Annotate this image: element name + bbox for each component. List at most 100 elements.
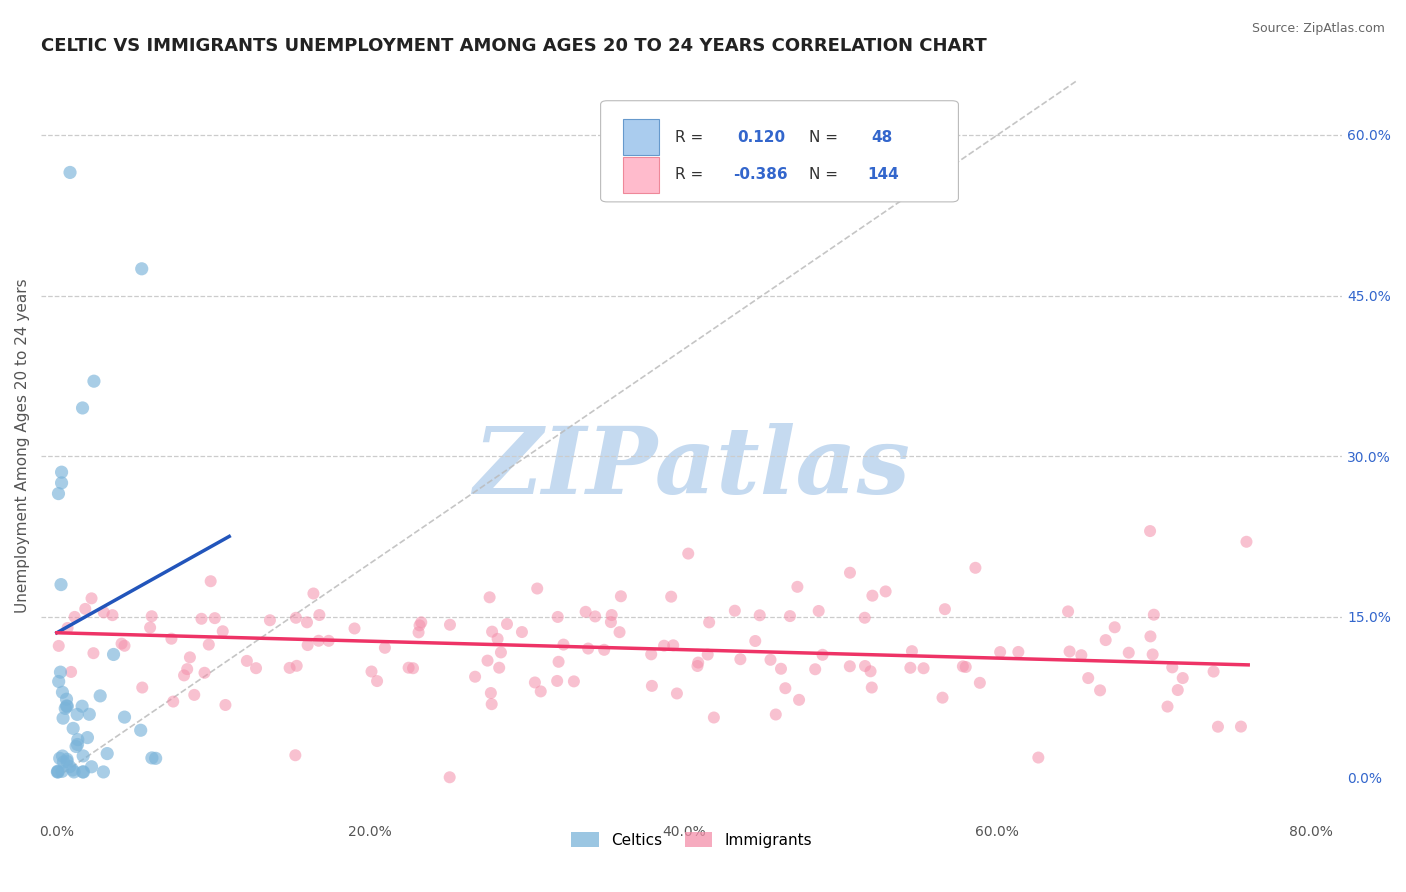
Point (101, 608, 124, 623)
Point (114, 710, 136, 724)
Point (839, 566, 862, 580)
Point (93, 764, 115, 779)
Text: 144: 144 (868, 167, 898, 182)
Text: CELTIC VS IMMIGRANTS UNEMPLOYMENT AMONG AGES 20 TO 24 YEARS CORRELATION CHART: CELTIC VS IMMIGRANTS UNEMPLOYMENT AMONG … (41, 37, 987, 55)
Point (236, 654, 259, 668)
Point (366, 674, 388, 689)
Point (308, 633, 330, 648)
Point (688, 656, 710, 670)
Point (141, 751, 163, 765)
Point (70, 699, 93, 714)
Point (1094, 633, 1116, 648)
Point (1171, 671, 1194, 685)
Point (72, 748, 94, 763)
Point (489, 645, 512, 659)
Point (1156, 699, 1178, 714)
Point (547, 655, 569, 669)
Point (439, 770, 461, 784)
Point (576, 641, 599, 656)
Point (110, 637, 132, 651)
Point (1139, 629, 1161, 643)
Point (48, 674, 70, 689)
Point (1167, 683, 1189, 698)
Point (730, 652, 752, 666)
Point (759, 653, 782, 667)
Point (898, 661, 921, 675)
Point (859, 665, 882, 679)
Point (360, 665, 382, 679)
Point (48, 639, 70, 653)
Point (546, 673, 568, 688)
Point (211, 624, 233, 639)
Point (641, 679, 664, 693)
Point (60, 665, 83, 679)
Point (1143, 607, 1166, 622)
Point (76, 731, 98, 745)
Point (66, 707, 89, 722)
Point (583, 609, 606, 624)
Point (80, 591, 103, 606)
Point (82, 646, 104, 660)
Point (51, 465, 73, 479)
Point (56, 699, 79, 714)
Point (1161, 660, 1184, 674)
Point (63, 764, 86, 779)
Point (1206, 720, 1229, 734)
Point (52, 711, 75, 725)
Point (811, 648, 834, 662)
Point (1230, 720, 1253, 734)
Point (510, 625, 533, 640)
Point (1104, 620, 1126, 634)
Point (131, 261, 153, 276)
Point (131, 681, 153, 695)
Text: R =: R = (675, 129, 707, 145)
FancyBboxPatch shape (600, 101, 959, 202)
Point (55, 698, 77, 713)
Point (547, 610, 569, 624)
Point (860, 681, 883, 695)
Point (965, 561, 987, 575)
Point (697, 615, 720, 630)
Point (176, 662, 198, 676)
Point (96, 747, 118, 761)
Point (48, 486, 70, 500)
Point (75, 602, 97, 616)
Point (901, 644, 924, 658)
Point (652, 639, 675, 653)
FancyBboxPatch shape (623, 120, 659, 155)
Point (481, 697, 503, 711)
Point (665, 686, 688, 700)
Point (952, 659, 974, 673)
Point (1059, 644, 1081, 658)
Point (343, 622, 366, 636)
Point (200, 574, 222, 589)
Point (190, 612, 212, 626)
Point (402, 661, 425, 675)
Point (51, 764, 73, 779)
Point (1142, 648, 1164, 662)
Point (575, 605, 598, 619)
Point (748, 608, 770, 623)
Point (160, 632, 183, 646)
Point (526, 582, 548, 596)
Point (530, 684, 553, 698)
Text: ZIPatlas: ZIPatlas (474, 423, 910, 513)
Point (703, 710, 725, 724)
Point (49, 665, 72, 680)
Point (659, 590, 682, 604)
Point (408, 625, 430, 640)
Point (278, 661, 301, 675)
Point (1028, 750, 1050, 764)
Point (853, 611, 876, 625)
Point (600, 607, 623, 622)
Text: -0.386: -0.386 (734, 167, 787, 182)
Point (56, 752, 79, 766)
Point (610, 589, 633, 603)
Point (477, 654, 499, 668)
Point (62, 722, 84, 736)
Point (786, 580, 808, 594)
Point (59, 165, 82, 179)
Point (408, 618, 430, 632)
Point (46, 764, 69, 779)
Point (411, 615, 433, 630)
